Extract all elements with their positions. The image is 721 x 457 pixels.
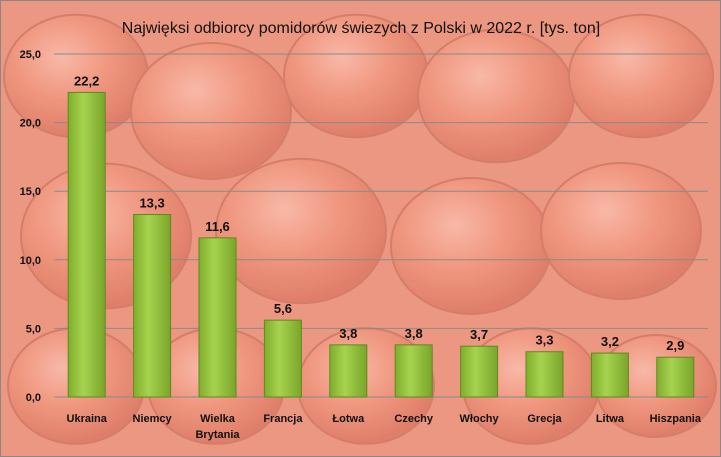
tomato-shape — [130, 42, 292, 180]
x-tick-label: Grecja — [527, 413, 562, 425]
data-label: 3,7 — [470, 327, 488, 342]
tomato-shape — [568, 13, 714, 139]
bar — [67, 91, 106, 398]
data-label: 3,3 — [535, 333, 553, 348]
data-label: 3,8 — [405, 326, 423, 341]
y-tick-label: 20,0 — [20, 118, 41, 130]
bar — [525, 351, 564, 398]
bar — [329, 344, 368, 398]
x-tick-label: Wielka — [200, 413, 236, 425]
y-tick-label: 25,0 — [20, 49, 41, 61]
data-label: 2,9 — [666, 338, 684, 353]
bar — [133, 214, 172, 398]
bar — [656, 356, 695, 398]
x-tick-label: Włochy — [460, 413, 500, 425]
x-tick-label: Niemcy — [133, 413, 173, 425]
bar — [590, 352, 629, 398]
bar — [198, 237, 237, 398]
data-label: 5,6 — [274, 301, 292, 316]
x-tick-label: Brytania — [195, 429, 240, 441]
tomato-shape — [540, 162, 702, 300]
bar — [263, 319, 302, 398]
bar — [460, 345, 499, 398]
tomato-shape — [215, 157, 387, 305]
x-tick-label: Francja — [263, 413, 303, 425]
chart-title: Najwięksi odbiorcy pomidorów świezych z … — [122, 20, 600, 37]
x-tick-label: Łotwa — [332, 413, 365, 425]
data-label: 22,2 — [74, 73, 99, 88]
y-tick-label: 10,0 — [20, 255, 41, 267]
data-label: 13,3 — [139, 196, 164, 211]
x-tick-label: Czechy — [394, 413, 433, 425]
y-tick-label: 15,0 — [20, 186, 41, 198]
bar — [394, 344, 433, 398]
data-label: 11,6 — [205, 219, 230, 234]
data-label: 3,2 — [601, 334, 619, 349]
x-tick-label: Ukraina — [67, 413, 108, 425]
x-tick-label: Litwa — [596, 413, 625, 425]
y-tick-label: 5,0 — [26, 323, 41, 335]
y-tick-label: 0,0 — [26, 392, 41, 404]
x-tick-label: Hiszpania — [650, 413, 702, 425]
data-label: 3,8 — [339, 326, 357, 341]
